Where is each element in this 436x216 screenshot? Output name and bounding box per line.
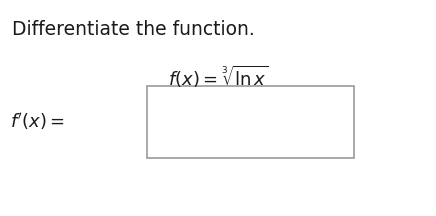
Text: $f'(x) =$: $f'(x) =$ <box>10 111 65 132</box>
Text: $f(x) = \sqrt[3]{\ln x}$: $f(x) = \sqrt[3]{\ln x}$ <box>167 64 269 90</box>
Bar <box>147 86 354 158</box>
Text: Differentiate the function.: Differentiate the function. <box>12 20 255 39</box>
